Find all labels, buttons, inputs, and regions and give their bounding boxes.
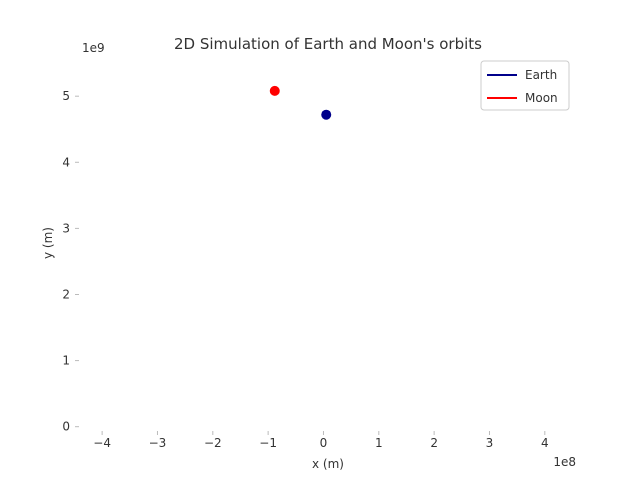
legend-label-moon: Moon [525,91,558,105]
y-tick-label: 0 [62,420,70,434]
earth-point [321,109,332,120]
x-tick-label: 1 [375,436,383,450]
x-tick-label: −2 [204,436,222,450]
y-tick-label: 1 [62,354,70,368]
y-tick-label: 5 [62,89,70,103]
x-tick-label: 2 [430,436,438,450]
x-axis-label: x (m) [312,457,344,471]
x-tick-label: −3 [149,436,167,450]
moon-point [269,85,280,96]
x-tick-label: −1 [259,436,277,450]
legend: Earth Moon [480,60,570,111]
legend-label-earth: Earth [525,68,557,82]
x-tick-label: −4 [93,436,111,450]
y-axis-label: y (m) [41,227,55,259]
x-tick-label: 4 [541,436,549,450]
x-tick-label: 0 [320,436,328,450]
y-tick-label: 4 [62,155,70,169]
chart-title: 2D Simulation of Earth and Moon's orbits [174,35,482,53]
y-tick-label: 3 [62,221,70,235]
x-axis-ticks: −4 −3 −2 −1 0 1 2 3 4 [93,431,549,450]
x-offset-label: 1e8 [553,455,576,469]
y-tick-label: 2 [62,287,70,301]
y-axis-ticks: 0 1 2 3 4 5 [62,89,79,434]
data-points [269,85,332,120]
y-offset-label: 1e9 [82,41,105,55]
x-tick-label: 3 [486,436,494,450]
